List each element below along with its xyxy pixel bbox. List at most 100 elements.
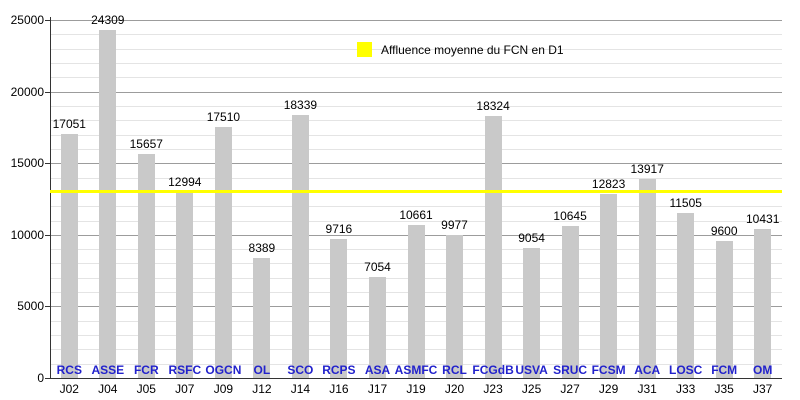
matchday-label: J14	[290, 382, 311, 396]
matchday-label: J25	[521, 382, 542, 396]
bar-value-label: 18339	[283, 98, 318, 113]
opponent-label: LOSC	[669, 363, 703, 377]
average-line	[50, 189, 782, 193]
opponent-label: SCO	[287, 363, 314, 377]
bar	[291, 115, 309, 378]
bar-value-label: 13917	[630, 161, 664, 176]
y-axis-tick-label: 25000	[10, 13, 44, 27]
y-axis-tick-label: 10000	[10, 227, 44, 242]
bar	[99, 29, 117, 378]
matchday-label: J16	[329, 382, 349, 396]
bar-value-label: 9977	[441, 218, 468, 233]
bar-value-label: 17051	[52, 116, 86, 131]
bar-value-label: 15657	[129, 136, 163, 151]
opponent-label: FCR	[133, 363, 159, 377]
bar	[715, 240, 733, 378]
x-axis	[50, 378, 782, 379]
y-axis-tick-mark	[45, 234, 50, 236]
minor-gridline	[50, 48, 782, 50]
matchday-label: J09	[213, 382, 234, 396]
major-gridline	[50, 20, 782, 21]
matchday-label: J29	[598, 382, 619, 396]
bar	[330, 238, 348, 378]
bar	[253, 257, 271, 378]
legend-label: Affluence moyenne du FCN en D1	[381, 42, 564, 57]
legend: Affluence moyenne du FCN en D1	[357, 42, 564, 57]
y-axis-tick-label: 0	[37, 371, 44, 385]
opponent-label: OM	[753, 363, 773, 377]
minor-gridline	[50, 206, 782, 208]
bar	[407, 225, 425, 378]
bar	[60, 133, 78, 378]
opponent-label: OGCN	[205, 363, 242, 377]
major-gridline	[50, 163, 782, 165]
matchday-label: J19	[406, 382, 426, 396]
minor-gridline	[50, 105, 782, 107]
opponent-label: SRUC	[553, 363, 588, 377]
major-gridline	[50, 91, 782, 93]
bar-value-label: 10661	[399, 208, 433, 223]
bar-value-label: 12994	[168, 174, 202, 189]
minor-gridline	[50, 120, 782, 122]
bar-value-label: 9600	[710, 223, 738, 238]
y-axis	[50, 17, 51, 378]
bar-value-label: 7054	[364, 260, 391, 274]
matchday-label: J35	[714, 382, 734, 396]
opponent-label: ACA	[634, 363, 661, 377]
bar	[369, 277, 386, 378]
matchday-label: J37	[753, 382, 773, 396]
bar-value-label: 10431	[746, 211, 780, 226]
bar-value-label: 18324	[476, 98, 510, 113]
y-axis-tick-label: 15000	[10, 156, 44, 171]
minor-gridline	[50, 134, 782, 136]
opponent-label: FCGdB	[472, 363, 514, 377]
matchday-label: J20	[444, 382, 465, 396]
opponent-label: ASMFC	[394, 363, 438, 377]
y-axis-tick-mark	[45, 378, 50, 379]
bar	[561, 225, 579, 378]
matchday-label: J02	[59, 382, 79, 396]
minor-gridline	[50, 77, 782, 79]
bar-value-label: 9054	[518, 231, 545, 246]
matchday-label: J12	[252, 382, 272, 396]
bar	[484, 115, 502, 378]
opponent-label: RSFC	[168, 363, 202, 377]
bar-value-label: 10645	[553, 208, 587, 223]
bar	[754, 228, 772, 378]
minor-gridline	[50, 148, 782, 150]
matchday-label: J04	[98, 382, 118, 396]
bar	[137, 153, 155, 378]
matchday-label: J31	[637, 382, 657, 396]
opponent-label: RCPS	[322, 363, 356, 377]
bar	[677, 213, 695, 378]
y-axis-tick-label: 20000	[10, 84, 44, 99]
matchday-label: J23	[483, 382, 503, 396]
bar	[446, 235, 463, 378]
minor-gridline	[50, 177, 782, 179]
y-axis-tick-mark	[45, 306, 50, 308]
bar-value-label: 11505	[669, 196, 702, 211]
matchday-label: J33	[676, 382, 696, 396]
matchday-label: J27	[560, 382, 580, 396]
legend-swatch	[357, 42, 372, 57]
bar	[176, 191, 194, 378]
bar-value-label: 12823	[591, 177, 626, 192]
bar-value-label: 8389	[248, 240, 276, 255]
bar-value-label: 24309	[91, 12, 125, 27]
y-axis-tick-label: 5000	[17, 299, 44, 314]
opponent-label: OL	[253, 363, 271, 377]
opponent-label: RCL	[442, 363, 467, 377]
y-axis-tick-mark	[45, 163, 50, 165]
bar-value-label: 17510	[206, 110, 241, 125]
matchday-label: J05	[136, 382, 156, 396]
y-axis-tick-mark	[45, 91, 50, 93]
opponent-label: FCM	[711, 363, 738, 377]
minor-gridline	[50, 220, 782, 222]
minor-gridline	[50, 34, 782, 36]
bar	[638, 178, 656, 378]
matchday-label: J07	[175, 382, 195, 396]
matchday-label: J17	[367, 382, 388, 396]
opponent-label: ASA	[364, 363, 391, 377]
minor-gridline	[50, 63, 782, 64]
